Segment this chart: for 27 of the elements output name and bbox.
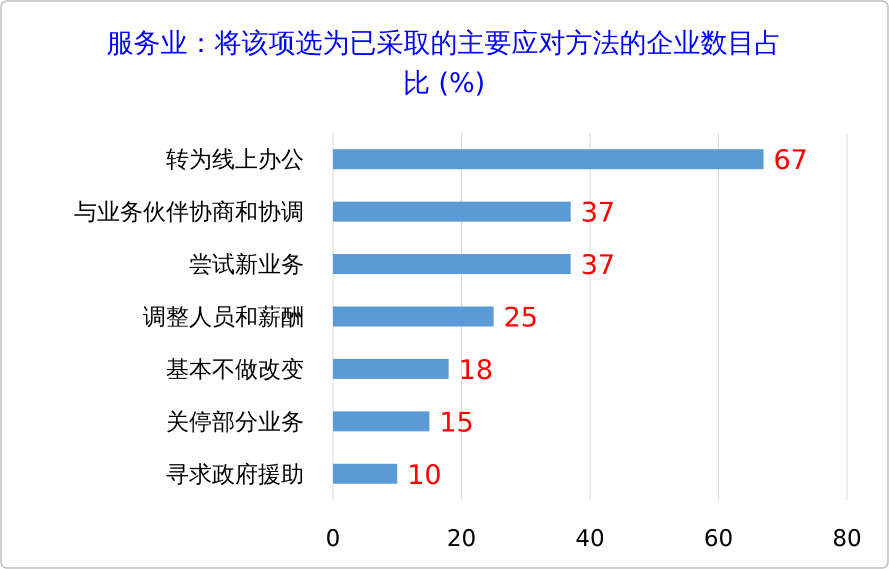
y-tick-label: 尝试新业务 — [189, 252, 304, 278]
data-label: 10 — [407, 460, 442, 491]
data-label: 18 — [458, 354, 494, 386]
x-tick-label: 0 — [326, 526, 340, 552]
bar — [333, 306, 494, 326]
bar — [333, 202, 571, 222]
x-tick-label: 40 — [575, 526, 605, 552]
data-label: 15 — [439, 407, 474, 438]
y-tick-label: 转为线上办公 — [166, 147, 304, 174]
chart-title: 服务业：将该项选为已采取的主要应对方法的企业数目占比 (%) — [106, 28, 782, 99]
data-label: 37 — [580, 250, 616, 282]
y-tick-label: 寻求政府援助 — [166, 462, 304, 488]
y-tick-label: 与业务伙伴协商和协调 — [74, 200, 304, 226]
x-tick-label: 80 — [832, 526, 862, 552]
data-label: 25 — [504, 302, 538, 334]
y-tick-label: 基本不做改变 — [166, 356, 304, 383]
bar — [333, 149, 764, 170]
data-label: 37 — [580, 198, 616, 229]
bar — [333, 358, 449, 379]
bar — [333, 411, 430, 432]
x-tick-label: 20 — [446, 526, 476, 552]
y-tick-label: 关停部分业务 — [166, 409, 304, 436]
bar — [333, 254, 571, 274]
data-label: 67 — [773, 145, 808, 176]
x-tick-label: 60 — [704, 526, 734, 552]
bar — [333, 464, 398, 484]
y-tick-label: 调整人员和薪酬 — [143, 304, 304, 330]
